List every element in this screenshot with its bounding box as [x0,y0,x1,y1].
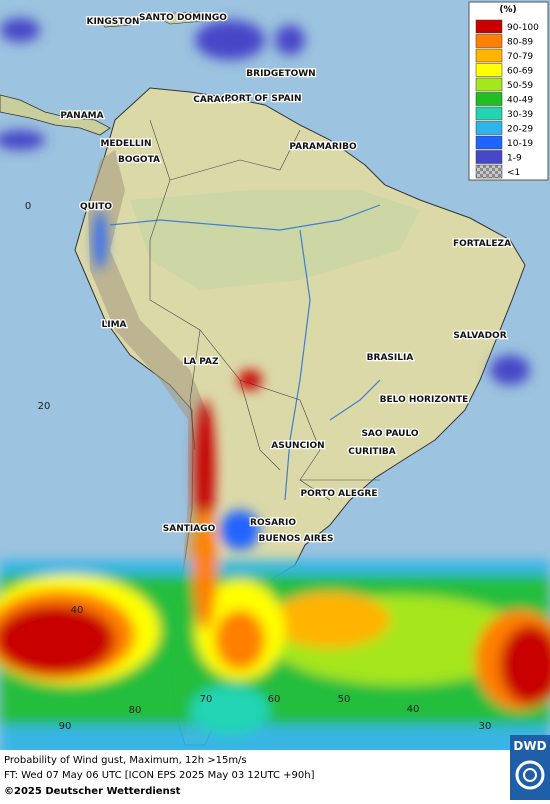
andes-relief [88,150,210,740]
city-label: PORTO ALEGRE [300,489,377,499]
legend-swatch [475,34,503,48]
legend-swatch [475,48,503,63]
city-label: PANAMA [60,111,103,121]
legend-label: 70-79 [507,52,533,62]
city-label: FORTALEZA [453,239,511,249]
legend-label: 10-19 [507,139,533,149]
legend-label: <1 [507,168,520,178]
rivers [109,204,381,501]
city-label: ASUNCION [271,441,324,451]
footer-line: Probability of Wind gust, Maximum, 12h >… [4,755,247,766]
grid-label: 40 [71,605,84,616]
grid-label: 80 [129,705,142,716]
labels: KINGSTON SANTO DOMINGOBRIDGETOWNCARACASPO… [25,12,513,732]
legend-swatch [475,164,503,179]
footer-line: FT: Wed 07 May 06 UTC [ICON EPS 2025 May… [4,770,315,781]
grid-label: 90 [59,721,72,732]
grid-label: 40 [407,704,420,715]
legend-swatch [475,63,503,77]
legend-label: 80-89 [507,38,533,48]
legend-title: (%) [499,5,516,15]
legend-swatch [475,106,503,121]
city-label: KINGSTON [86,17,139,27]
logo-icon [515,760,545,790]
grid-label: 0 [25,201,31,212]
legend-swatch [475,77,503,92]
logo-icon [523,768,537,782]
city-label: SANTIAGO [163,524,216,534]
legend-swatch [475,121,503,135]
grid-label: 20 [38,401,51,412]
city-label: PORT OF SPAIN [224,94,301,104]
city-label: ROSARIO [250,518,296,528]
logo-text: DWD [513,739,546,753]
city-label: CARACAS [193,95,241,105]
footer-line: ©2025 Deutscher Wetterdienst [4,786,181,797]
legend-swatch [475,92,503,106]
central-america [0,94,111,136]
city-label: LA PAZ [183,357,219,367]
legend: (%) 90-100 80-89 70-79 60-69 50-59 40-49 30-39… [468,1,549,181]
wind-probability [0,18,550,760]
city-label: LIMA [101,320,126,330]
legend-label: 90-100 [507,23,539,33]
city-label: SAO PAULO [361,429,418,439]
legend-swatch [475,150,503,164]
caribbean-islands [99,11,217,28]
city-label: BRIDGETOWN [246,69,315,79]
city-label: CURITIBA [348,447,396,457]
footer-box [0,750,510,800]
legend-label: 40-49 [507,96,533,106]
city-label: BOGOTA [118,155,160,165]
city-label: SANTO DOMINGO [139,13,227,23]
city-label: MEDELLIN [100,139,151,149]
grid-label: 70 [200,694,213,705]
borders [149,119,380,501]
grid-label: 60 [268,694,281,705]
legend-label: 20-29 [507,125,533,135]
legend-label: 50-59 [507,81,533,91]
legend-label: 1-9 [507,154,522,164]
legend-swatch [475,19,503,34]
city-label: BUENOS AIRES [259,534,334,544]
city-label: QUITO [80,202,112,212]
legend-label: 30-39 [507,110,533,120]
grid-label: 30 [479,721,492,732]
city-label: PARAMARIBO [289,142,357,152]
city-label: BELO HORIZONTE [380,395,469,405]
city-label: SALVADOR [453,331,506,341]
grid-label: 50 [338,694,351,705]
city-label: BRASILIA [367,353,414,363]
amazon-lowland [130,190,420,290]
legend-swatch [475,135,503,150]
legend-label: 60-69 [507,67,533,77]
